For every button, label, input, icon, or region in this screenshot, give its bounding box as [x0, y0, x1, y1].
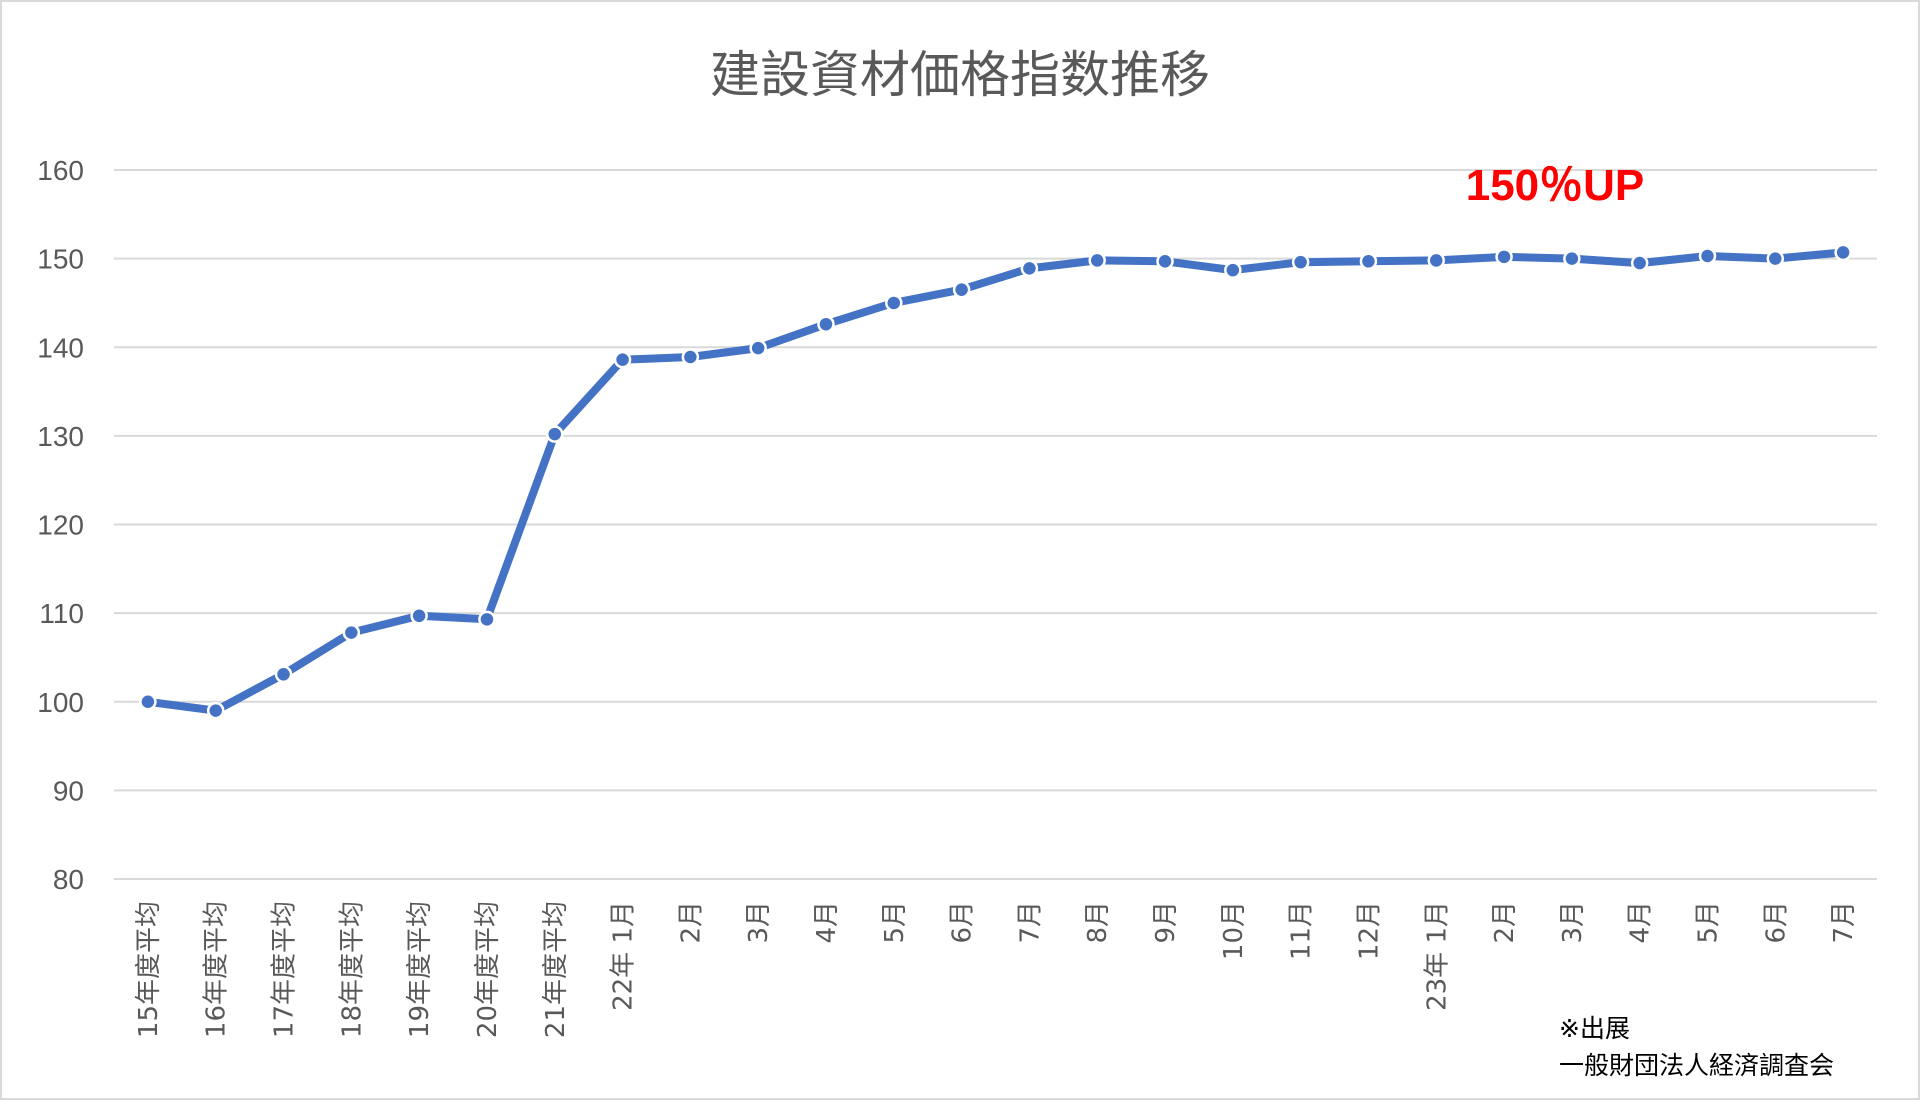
source-note-line-2: 一般財団法人経済調査会: [1559, 1051, 1834, 1080]
x-tick-label: 19年度平均: [405, 901, 435, 1038]
source-note-line-1: ※出展: [1559, 1014, 1630, 1043]
x-tick-label: 4月: [812, 901, 842, 944]
x-tick-label: 4月: [1626, 901, 1656, 944]
x-tick-label: 22年 1月: [609, 901, 639, 1011]
data-point: [681, 348, 700, 366]
data-point: [1766, 249, 1785, 268]
data-point: [342, 623, 361, 642]
x-tick-label: 20年度平均: [473, 901, 503, 1038]
x-tick-label: 5月: [880, 901, 910, 944]
data-point: [1495, 248, 1513, 266]
x-tick-label: 7月: [1015, 901, 1045, 944]
x-tick-label: 2月: [676, 901, 706, 944]
x-tick-label: 11月: [1287, 901, 1317, 960]
x-tick-label: 3月: [744, 901, 774, 944]
y-tick-label: 80: [53, 864, 84, 895]
x-tick-label: 15年度平均: [134, 901, 164, 1038]
data-point: [1291, 253, 1310, 271]
data-point: [1156, 252, 1174, 271]
data-point: [1630, 254, 1649, 272]
x-tick-label: 23年 1月: [1422, 901, 1452, 1011]
y-tick-label: 150: [37, 244, 84, 275]
y-tick-label: 130: [37, 421, 84, 452]
data-point: [1224, 261, 1242, 279]
data-point: [1020, 259, 1039, 278]
data-point: [817, 315, 835, 333]
data-point: [1698, 247, 1717, 265]
x-tick-label: 17年度平均: [270, 901, 300, 1038]
x-tick-label: 8月: [1083, 901, 1113, 944]
x-tick-label: 16年度平均: [202, 901, 232, 1038]
data-point: [206, 701, 225, 720]
x-tick-label: 6月: [1761, 901, 1791, 944]
x-tick-label: 5月: [1693, 901, 1723, 944]
data-point: [613, 350, 632, 369]
y-tick-label: 110: [39, 598, 84, 629]
data-point: [478, 610, 496, 629]
x-tick-label: 12月: [1354, 901, 1384, 960]
data-point: [1563, 249, 1581, 268]
y-tick-label: 100: [37, 687, 84, 718]
y-tick-label: 160: [37, 155, 84, 186]
data-point: [952, 280, 971, 299]
x-tick-label: 18年度平均: [337, 901, 367, 1038]
data-point: [546, 425, 564, 443]
x-tick-label: 6月: [948, 901, 978, 944]
y-tick-label: 90: [53, 775, 84, 806]
data-point: [1088, 251, 1106, 270]
x-tick-label: 10月: [1219, 901, 1249, 960]
series: [139, 243, 1852, 720]
x-axis-ticks: 15年度平均 16年度平均 17年度平均 18年度平均 19年度平均 20年度平均 21年度…: [134, 901, 1859, 1038]
data-point: [1359, 252, 1378, 271]
chart-title: 建設資材価格指数推移: [710, 46, 1210, 104]
data-point: [274, 665, 293, 684]
data-point: [410, 607, 428, 625]
gridlines: [114, 169, 1877, 880]
x-tick-label: 9月: [1151, 901, 1181, 944]
data-point: [1834, 243, 1852, 262]
data-point: [139, 693, 157, 711]
y-tick-label: 140: [37, 332, 84, 363]
annotation-label: 150％UP: [1466, 161, 1645, 210]
x-tick-label: 3月: [1558, 901, 1588, 944]
data-point: [749, 339, 767, 357]
y-tick-label: 120: [37, 510, 84, 541]
x-tick-label: 21年度平均: [541, 901, 571, 1038]
data-point: [1427, 251, 1445, 270]
series-line: [143, 248, 1848, 715]
data-point: [885, 294, 903, 312]
x-tick-label: 7月: [1829, 901, 1859, 944]
y-axis-ticks: 80 90 100 110 120 130 140 150 160: [37, 155, 84, 895]
x-tick-label: 2月: [1490, 901, 1520, 944]
